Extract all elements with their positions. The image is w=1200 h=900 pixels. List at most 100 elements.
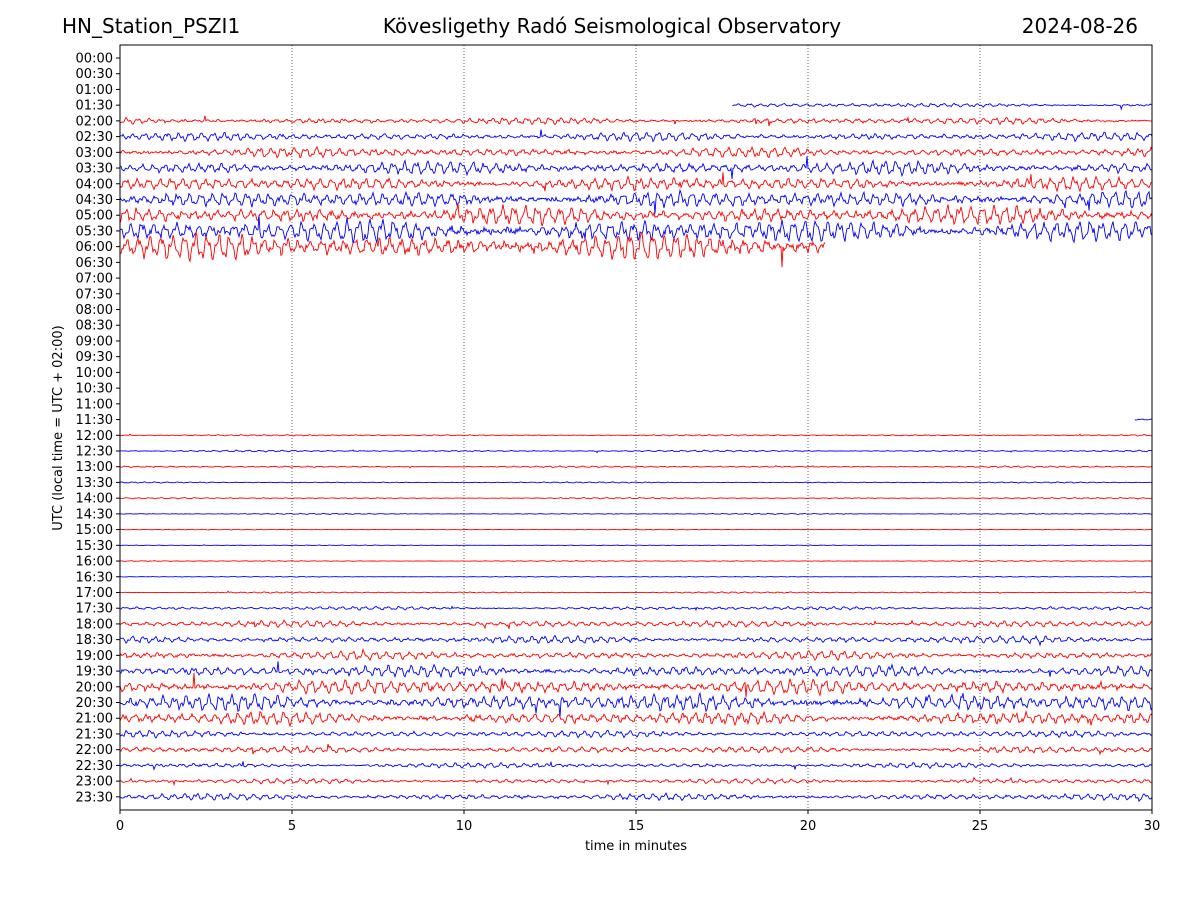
date-label: 2024-08-26	[1021, 14, 1138, 38]
x-axis: 0 5 10 15 20 25 30	[116, 810, 1160, 834]
trace-1800	[119, 619, 1153, 630]
y-tick-label: 15:30	[76, 539, 113, 554]
y-tick-label: 19:30	[76, 665, 113, 680]
trace-1830	[119, 634, 1153, 647]
y-tick-label: 12:00	[76, 429, 113, 444]
seismic-traces	[119, 102, 1153, 803]
trace-1530	[119, 544, 1153, 547]
y-tick-label: 10:30	[76, 382, 113, 397]
y-tick-label: 18:30	[76, 633, 113, 648]
x-tick-label: 5	[288, 819, 296, 834]
trace-2330	[119, 792, 1153, 803]
y-tick-label: 13:00	[76, 460, 113, 475]
trace-0230	[119, 129, 1153, 143]
trace-2000	[119, 672, 1153, 698]
trace-0200	[119, 115, 1153, 127]
y-tick-label: 07:30	[76, 287, 113, 302]
y-tick-label: 01:00	[76, 83, 113, 98]
y-tick-label: 04:00	[76, 177, 113, 192]
trace-0500	[119, 203, 1153, 227]
y-tick-label: 23:00	[76, 775, 113, 790]
y-tick-label: 03:00	[76, 146, 113, 161]
y-tick-label: 03:30	[76, 162, 113, 177]
y-tick-label: 20:30	[76, 696, 113, 711]
trace-1400	[119, 497, 1153, 500]
trace-0530	[119, 215, 1153, 244]
y-tick-label: 06:30	[76, 256, 113, 271]
x-axis-label: time in minutes	[585, 839, 687, 854]
trace-2300	[119, 776, 1153, 787]
y-tick-label: 12:30	[76, 445, 113, 460]
y-tick-label: 04:30	[76, 193, 113, 208]
y-tick-label: 06:00	[76, 240, 113, 255]
observatory-title: Kövesligethy Radó Seismological Observat…	[382, 14, 842, 38]
y-tick-label: 17:30	[76, 602, 113, 617]
y-tick-label: 21:30	[76, 727, 113, 742]
y-tick-label: 16:00	[76, 555, 113, 570]
y-tick-label: 10:00	[76, 366, 113, 381]
y-tick-label: 09:00	[76, 334, 113, 349]
y-axis: 00:0000:3001:0001:3002:0002:3003:0003:30…	[76, 52, 120, 805]
vertical-grid	[291, 45, 981, 810]
trace-0400	[119, 172, 1153, 193]
x-tick-label: 20	[800, 819, 817, 834]
trace-1130	[1134, 418, 1152, 421]
trace-2100	[119, 709, 1153, 728]
trace-1430	[119, 512, 1153, 515]
y-tick-label: 05:30	[76, 224, 113, 239]
x-tick-label: 15	[628, 819, 645, 834]
y-tick-label: 02:00	[76, 114, 113, 129]
trace-1930	[119, 661, 1153, 679]
y-tick-label: 17:00	[76, 586, 113, 601]
trace-0330	[119, 156, 1153, 180]
x-tick-label: 10	[456, 819, 473, 834]
station-name: HN_Station_PSZI1	[62, 14, 241, 38]
y-tick-label: 08:30	[76, 319, 113, 334]
y-tick-label: 11:30	[76, 413, 113, 428]
y-tick-label: 22:00	[76, 743, 113, 758]
y-tick-label: 02:30	[76, 130, 113, 145]
x-tick-label: 30	[1144, 819, 1161, 834]
trace-1730	[119, 605, 1153, 612]
trace-2130	[119, 729, 1153, 739]
y-tick-label: 07:00	[76, 272, 113, 287]
y-tick-label: 19:00	[76, 649, 113, 664]
y-tick-label: 01:30	[76, 99, 113, 114]
y-tick-label: 05:00	[76, 209, 113, 224]
trace-1500	[119, 528, 1153, 531]
y-tick-label: 14:30	[76, 507, 113, 522]
y-tick-label: 20:00	[76, 680, 113, 695]
trace-2200	[119, 743, 1153, 756]
y-axis-label: UTC (local time = UTC + 02:00)	[51, 325, 66, 530]
y-tick-label: 08:00	[76, 303, 113, 318]
y-tick-label: 14:00	[76, 492, 113, 507]
y-tick-label: 21:00	[76, 712, 113, 727]
y-tick-label: 11:00	[76, 397, 113, 412]
y-tick-label: 23:30	[76, 790, 113, 805]
y-tick-label: 16:30	[76, 570, 113, 585]
trace-1230	[119, 449, 1153, 454]
trace-1330	[119, 481, 1153, 484]
y-tick-label: 18:00	[76, 617, 113, 632]
x-tick-label: 25	[972, 819, 989, 834]
trace-1600	[119, 560, 1153, 562]
trace-1630	[119, 575, 1153, 578]
trace-0430	[119, 188, 1153, 214]
trace-1900	[119, 647, 1153, 662]
trace-1300	[119, 465, 1153, 469]
y-tick-label: 00:00	[76, 52, 113, 67]
y-tick-label: 22:30	[76, 759, 113, 774]
trace-1200	[119, 433, 1153, 437]
trace-2030	[119, 691, 1153, 718]
y-tick-label: 09:30	[76, 350, 113, 365]
y-tick-label: 15:00	[76, 523, 113, 538]
trace-0130	[732, 102, 1152, 111]
trace-1700	[119, 590, 1153, 595]
y-tick-label: 13:30	[76, 476, 113, 491]
trace-2230	[119, 760, 1153, 771]
y-tick-label: 00:30	[76, 67, 113, 82]
trace-0600	[119, 231, 826, 268]
trace-0300	[119, 145, 1153, 159]
x-tick-label: 0	[116, 819, 124, 834]
